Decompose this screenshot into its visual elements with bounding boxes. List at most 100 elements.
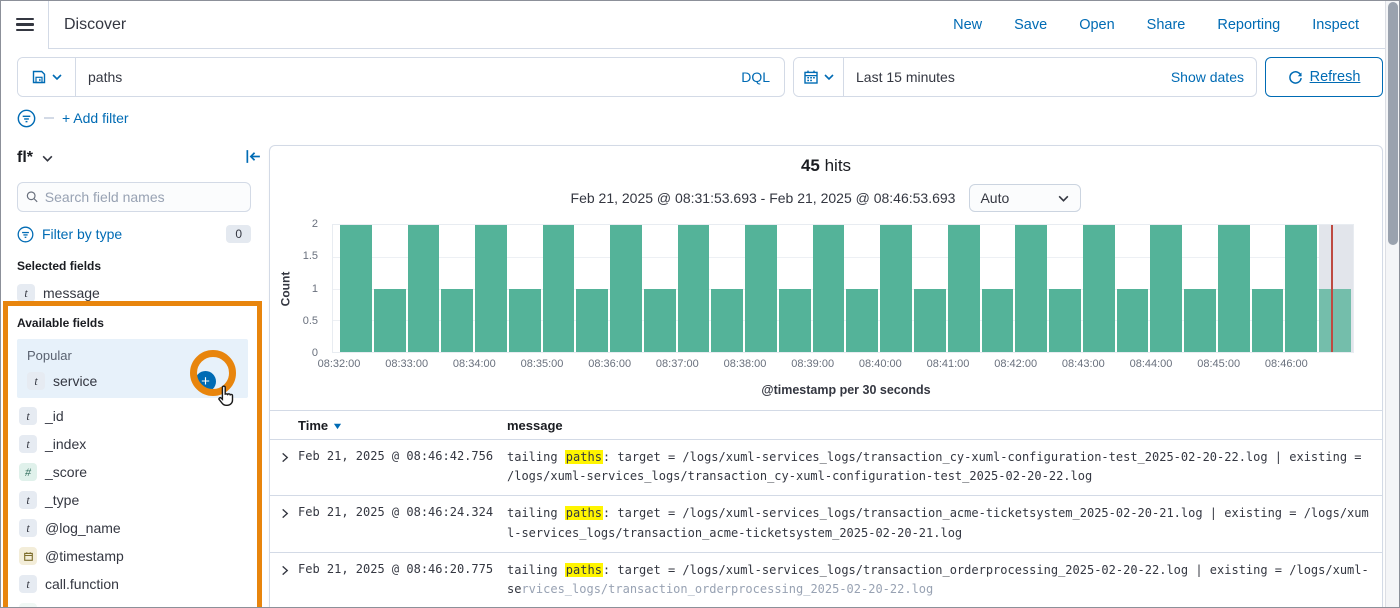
- histogram-bar: [509, 289, 541, 353]
- field-item-@timestamp[interactable]: @timestamp: [17, 542, 248, 570]
- x-tick-08:35:00: 08:35:00: [521, 358, 564, 370]
- histogram-bucket: [982, 225, 1016, 352]
- filter-by-type-button[interactable]: Filter by type 0: [17, 225, 251, 243]
- top-header: Discover NewSaveOpenShareReportingInspec…: [1, 1, 1399, 49]
- time-column-header[interactable]: Time: [298, 418, 507, 433]
- histogram-bar: [1184, 289, 1216, 353]
- histogram-bar: [948, 225, 980, 352]
- x-tick-08:45:00: 08:45:00: [1197, 358, 1240, 370]
- histogram-bucket: [1117, 225, 1151, 352]
- x-tick-08:43:00: 08:43:00: [1062, 358, 1105, 370]
- nav-open-link[interactable]: Open: [1079, 17, 1114, 33]
- add-filter-link[interactable]: + Add filter: [62, 110, 129, 126]
- field-item-_index[interactable]: t_index: [17, 430, 248, 458]
- page-scrollbar[interactable]: [1385, 1, 1399, 607]
- chart-bars: [333, 225, 1353, 352]
- field-search-input[interactable]: [45, 189, 242, 205]
- x-tick-08:42:00: 08:42:00: [994, 358, 1037, 370]
- available-fields-annotation-box: Available fields Popular tservice+ t_idt…: [3, 301, 262, 608]
- x-tick-08:41:00: 08:41:00: [927, 358, 970, 370]
- collapse-sidebar-button[interactable]: [245, 148, 262, 168]
- histogram-bucket: [914, 225, 948, 352]
- histogram-bucket: [1049, 225, 1083, 352]
- histogram-bar: [982, 289, 1014, 353]
- field-item-service[interactable]: tservice+: [17, 367, 248, 395]
- add-field-button[interactable]: +: [195, 371, 216, 392]
- field-type-date-token: [19, 547, 37, 565]
- x-tick-08:46:00: 08:46:00: [1265, 358, 1308, 370]
- chart-subtitle-row: Feb 21, 2025 @ 08:31:53.693 - Feb 21, 20…: [270, 184, 1382, 212]
- nav-share-link[interactable]: Share: [1147, 17, 1186, 33]
- x-axis-label: @timestamp per 30 seconds: [310, 383, 1382, 397]
- interval-select[interactable]: Auto: [969, 184, 1081, 212]
- field-name-label: _score: [45, 464, 87, 480]
- discover-app: Discover NewSaveOpenShareReportingInspec…: [0, 0, 1400, 608]
- y-tick-1: 1: [312, 283, 318, 295]
- show-dates-link[interactable]: Show dates: [1171, 69, 1256, 85]
- histogram-bar: [1083, 225, 1115, 352]
- date-picker: Last 15 minutes Show dates: [793, 57, 1257, 97]
- field-type-string-token: t: [27, 372, 45, 390]
- y-tick-1.5: 1.5: [303, 250, 318, 262]
- nav-save-link[interactable]: Save: [1014, 17, 1047, 33]
- x-tick-08:37:00: 08:37:00: [656, 358, 699, 370]
- query-language-button[interactable]: DQL: [727, 69, 784, 85]
- field-item-_score[interactable]: # _score: [17, 458, 248, 486]
- search-icon: [26, 190, 39, 204]
- nav-new-link[interactable]: New: [953, 17, 982, 33]
- histogram-bar: [408, 225, 440, 352]
- popular-heading: Popular: [17, 346, 248, 367]
- histogram-bucket: [880, 225, 914, 352]
- time-range-value[interactable]: Last 15 minutes: [844, 69, 955, 85]
- row-timestamp: Feb 21, 2025 @ 08:46:24.324: [298, 504, 507, 542]
- nav-reporting-link[interactable]: Reporting: [1217, 17, 1280, 33]
- expand-row-button[interactable]: [279, 564, 290, 578]
- chart-plot-area: [332, 224, 1354, 353]
- histogram-bar: [914, 289, 946, 353]
- histogram-bucket: [678, 225, 712, 352]
- filter-icon[interactable]: [17, 109, 36, 128]
- hits-row: 45 hits: [270, 146, 1382, 176]
- nav-inspect-link[interactable]: Inspect: [1312, 17, 1359, 33]
- table-row: Feb 21, 2025 @ 08:46:24.324tailing paths…: [270, 496, 1382, 552]
- refresh-button[interactable]: Refresh: [1265, 57, 1383, 97]
- field-item-call.line[interactable]: #call.line: [17, 598, 248, 608]
- scrollbar-thumb[interactable]: [1388, 2, 1398, 245]
- field-type-string-token: t: [19, 491, 37, 509]
- histogram-bucket: [408, 225, 442, 352]
- histogram-bucket: [441, 225, 475, 352]
- row-message: tailing paths: target = /logs/xuml-servi…: [507, 504, 1382, 542]
- histogram-bar: [678, 225, 710, 352]
- filter-bar: + Add filter: [1, 105, 1399, 135]
- histogram-bucket: [1015, 225, 1049, 352]
- popular-fields-list: tservice+: [17, 367, 248, 395]
- field-item-call.function[interactable]: tcall.function: [17, 570, 248, 598]
- histogram-bar: [1319, 289, 1351, 353]
- row-timestamp: Feb 21, 2025 @ 08:46:42.756: [298, 448, 507, 486]
- calendar-button[interactable]: [794, 58, 844, 96]
- query-input[interactable]: [76, 69, 727, 85]
- expand-row-button[interactable]: [279, 451, 290, 465]
- results-panel: 45 hits Feb 21, 2025 @ 08:31:53.693 - Fe…: [269, 145, 1383, 608]
- field-name-label: call.line: [45, 604, 92, 608]
- histogram-bucket: [1184, 225, 1218, 352]
- index-pattern-selector[interactable]: fl*: [17, 149, 54, 167]
- histogram-bar: [745, 225, 777, 352]
- histogram-chart: Count 00.511.52: [270, 224, 1382, 353]
- histogram-bar: [543, 225, 575, 352]
- histogram-bar: [1049, 289, 1081, 353]
- field-item-@log_name[interactable]: t@log_name: [17, 514, 248, 542]
- field-sidebar: fl* Filter by type 0: [1, 135, 267, 608]
- field-item-_type[interactable]: t_type: [17, 486, 248, 514]
- field-name-label: message: [43, 285, 100, 301]
- histogram-bucket: [543, 225, 577, 352]
- field-item-_id[interactable]: t_id: [17, 402, 248, 430]
- hamburger-menu-button[interactable]: [1, 1, 49, 49]
- filter-dash: [44, 117, 54, 119]
- field-type-number-token: #: [19, 463, 37, 481]
- refresh-label: Refresh: [1310, 69, 1361, 85]
- saved-queries-button[interactable]: [18, 58, 76, 96]
- row-message: tailing paths: target = /logs/xuml-servi…: [507, 561, 1382, 599]
- hits-count: 45: [801, 156, 820, 175]
- expand-row-button[interactable]: [279, 507, 290, 521]
